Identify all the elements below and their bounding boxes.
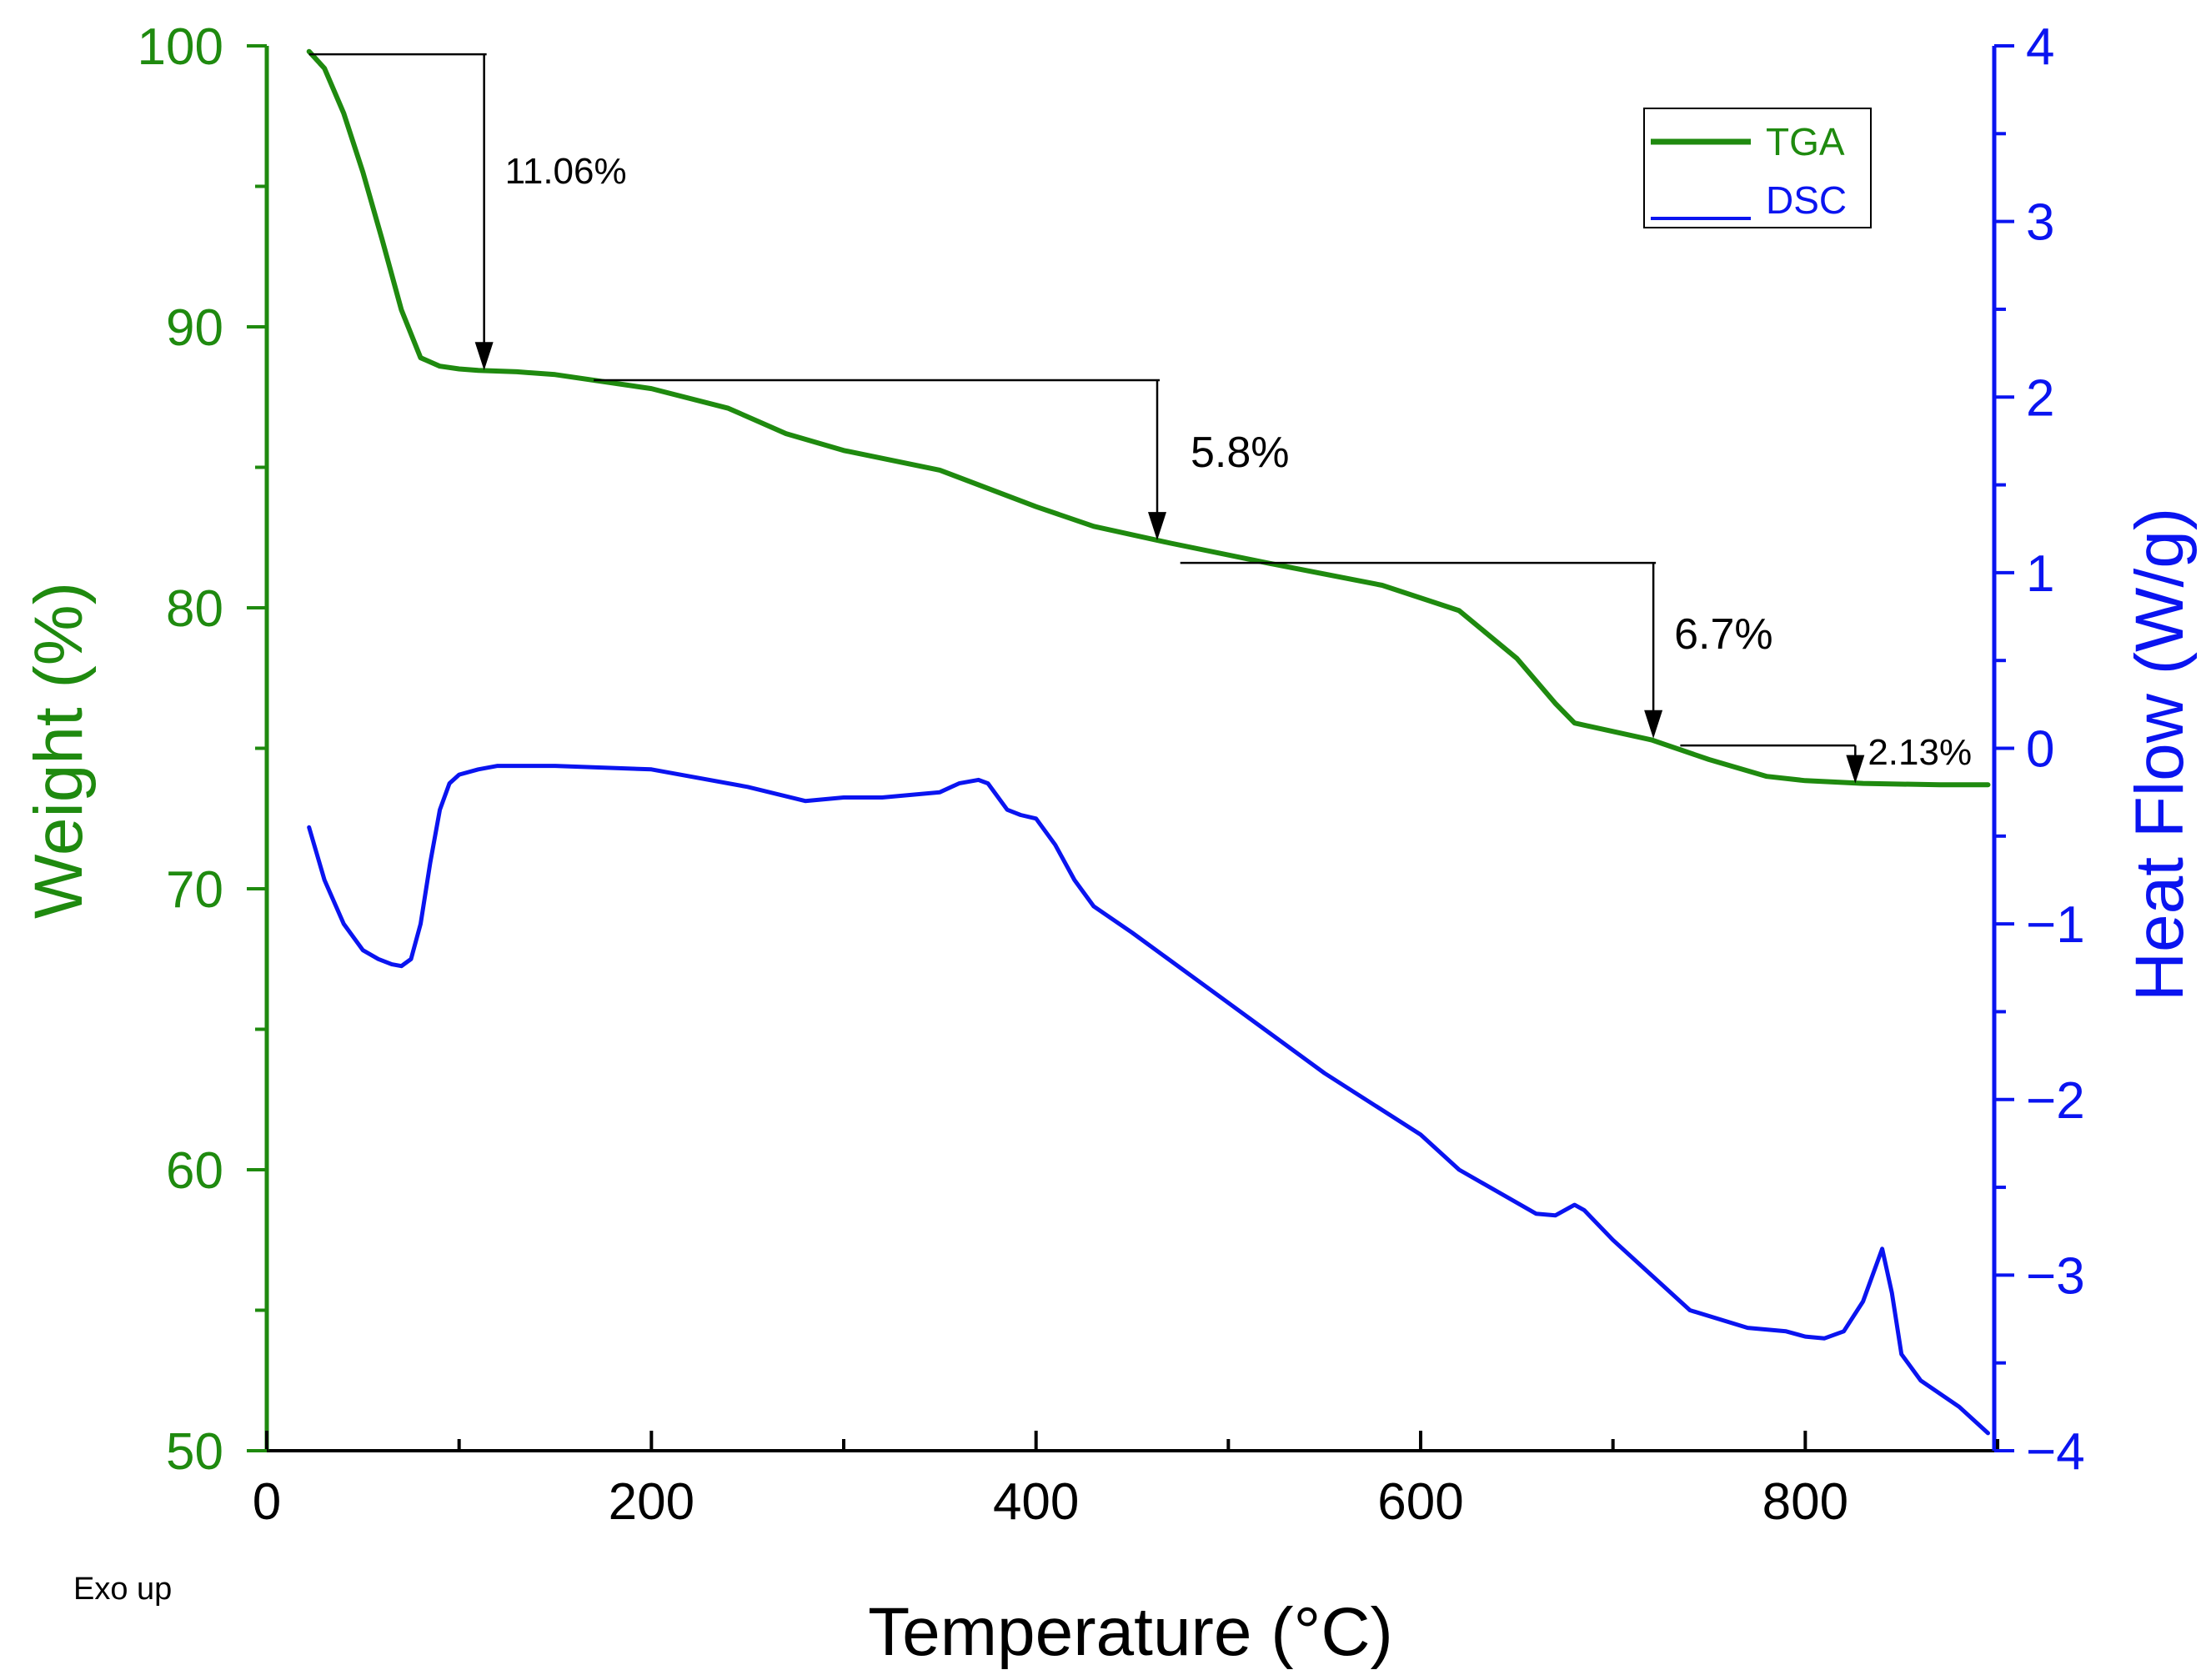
right-y-axis-title: Heat Flow (W/g) — [2122, 508, 2198, 1001]
annotation-label-2: 5.8% — [1191, 429, 1290, 477]
left-tick-label-60: 60 — [166, 1142, 223, 1200]
x-tick-label-800: 800 — [1762, 1473, 1848, 1531]
right-tick-label-0: 0 — [2026, 721, 2054, 779]
right-tick-label--3: −3 — [2026, 1247, 2085, 1305]
exo-up-note: Exo up — [73, 1572, 172, 1607]
tga-series-line — [306, 48, 1991, 788]
annotation-arrow-head-3 — [1644, 710, 1663, 739]
annotation-arrow-head-1 — [474, 342, 494, 371]
legend-box — [1643, 108, 1872, 228]
annotation-label-3: 6.7% — [1674, 610, 1773, 659]
left-tick-label-50: 50 — [166, 1423, 223, 1481]
left-tick-label-80: 80 — [166, 580, 223, 638]
annotation-arrow-head-2 — [1148, 512, 1167, 541]
x-tick-label-600: 600 — [1377, 1473, 1463, 1531]
right-tick-label-1: 1 — [2026, 545, 2054, 603]
legend: TGA DSC — [1643, 108, 1872, 228]
right-tick-label--4: −4 — [2026, 1423, 2085, 1481]
right-y-axis-ticks: −4 −3 −2 −1 0 1 2 3 4 — [1994, 18, 2085, 1481]
x-tick-label-0: 0 — [253, 1473, 281, 1531]
dsc-series-line — [307, 764, 1990, 1436]
right-tick-label-2: 2 — [2026, 369, 2054, 427]
left-tick-label-90: 90 — [166, 299, 223, 357]
x-axis-ticks: 0 200 400 600 800 — [253, 1431, 2000, 1531]
x-axis-title: Temperature (°C) — [868, 1594, 1393, 1670]
left-y-axis-title: Weight (%) — [21, 582, 97, 919]
left-tick-label-100: 100 — [138, 18, 223, 76]
series-layer — [306, 48, 1991, 1436]
annotation-label-4: 2.13% — [1868, 732, 1972, 773]
right-tick-label-3: 3 — [2026, 194, 2054, 252]
x-tick-label-400: 400 — [993, 1473, 1079, 1531]
annotation-arrow-head-4 — [1846, 755, 1865, 784]
right-tick-label-4: 4 — [2026, 18, 2054, 76]
left-y-axis-ticks: 50 60 70 80 90 100 — [138, 18, 267, 1481]
annotation-layer: 11.06% 5.8% 6.7% 2.13% — [308, 53, 1972, 784]
legend-dsc-label: DSC — [1766, 178, 1847, 222]
left-tick-label-70: 70 — [166, 861, 223, 919]
right-tick-label--2: −2 — [2026, 1072, 2085, 1130]
legend-tga-label: TGA — [1766, 120, 1845, 163]
right-tick-label--1: −1 — [2026, 896, 2085, 954]
x-tick-label-200: 200 — [609, 1473, 694, 1531]
annotation-label-1: 11.06% — [505, 151, 627, 192]
